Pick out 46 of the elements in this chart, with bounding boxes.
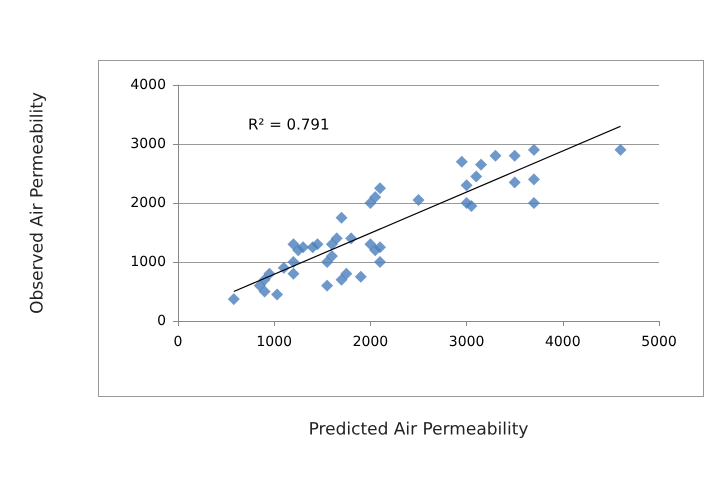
point: [297, 241, 310, 254]
point: [508, 150, 521, 162]
point: [271, 288, 284, 300]
y-tick-label: 3000: [130, 136, 166, 152]
point: [460, 179, 473, 192]
point: [374, 256, 386, 268]
point: [354, 270, 367, 283]
y-axis-title: Observed Air Permeability: [28, 92, 48, 314]
point: [465, 200, 478, 212]
point: [336, 274, 348, 286]
x-tick-label: 2000: [352, 334, 388, 350]
x-tick-label: 3000: [448, 334, 484, 350]
point: [528, 173, 540, 186]
point: [340, 268, 352, 280]
point: [456, 156, 468, 168]
x-tick-label: 4000: [544, 334, 581, 350]
y-tick-label: 4000: [130, 77, 166, 93]
point: [228, 293, 240, 306]
point: [508, 176, 521, 188]
point: [470, 170, 482, 182]
point: [528, 197, 540, 209]
point: [374, 241, 386, 254]
point: [287, 256, 300, 268]
point: [369, 191, 382, 204]
point: [528, 144, 540, 156]
y-tick-label: 0: [157, 313, 166, 329]
point: [258, 286, 271, 298]
x-tick-label: 1000: [256, 334, 292, 350]
point: [321, 280, 334, 292]
point: [330, 232, 343, 244]
point: [326, 250, 338, 262]
point: [475, 158, 488, 171]
point: [412, 194, 424, 206]
x-tick-label: 0: [174, 334, 182, 350]
x-tick-label: 5000: [641, 334, 677, 350]
point: [364, 197, 376, 209]
y-tick-label: 1000: [130, 254, 166, 270]
point: [489, 150, 502, 162]
point: [614, 144, 627, 156]
point: [287, 268, 300, 280]
annotation: R² = 0.791: [248, 116, 330, 134]
y-tick-label: 2000: [130, 195, 166, 211]
x-axis-title: Predicted Air Permeability: [308, 420, 528, 440]
point: [311, 238, 324, 250]
point: [374, 182, 386, 194]
point: [336, 212, 348, 224]
